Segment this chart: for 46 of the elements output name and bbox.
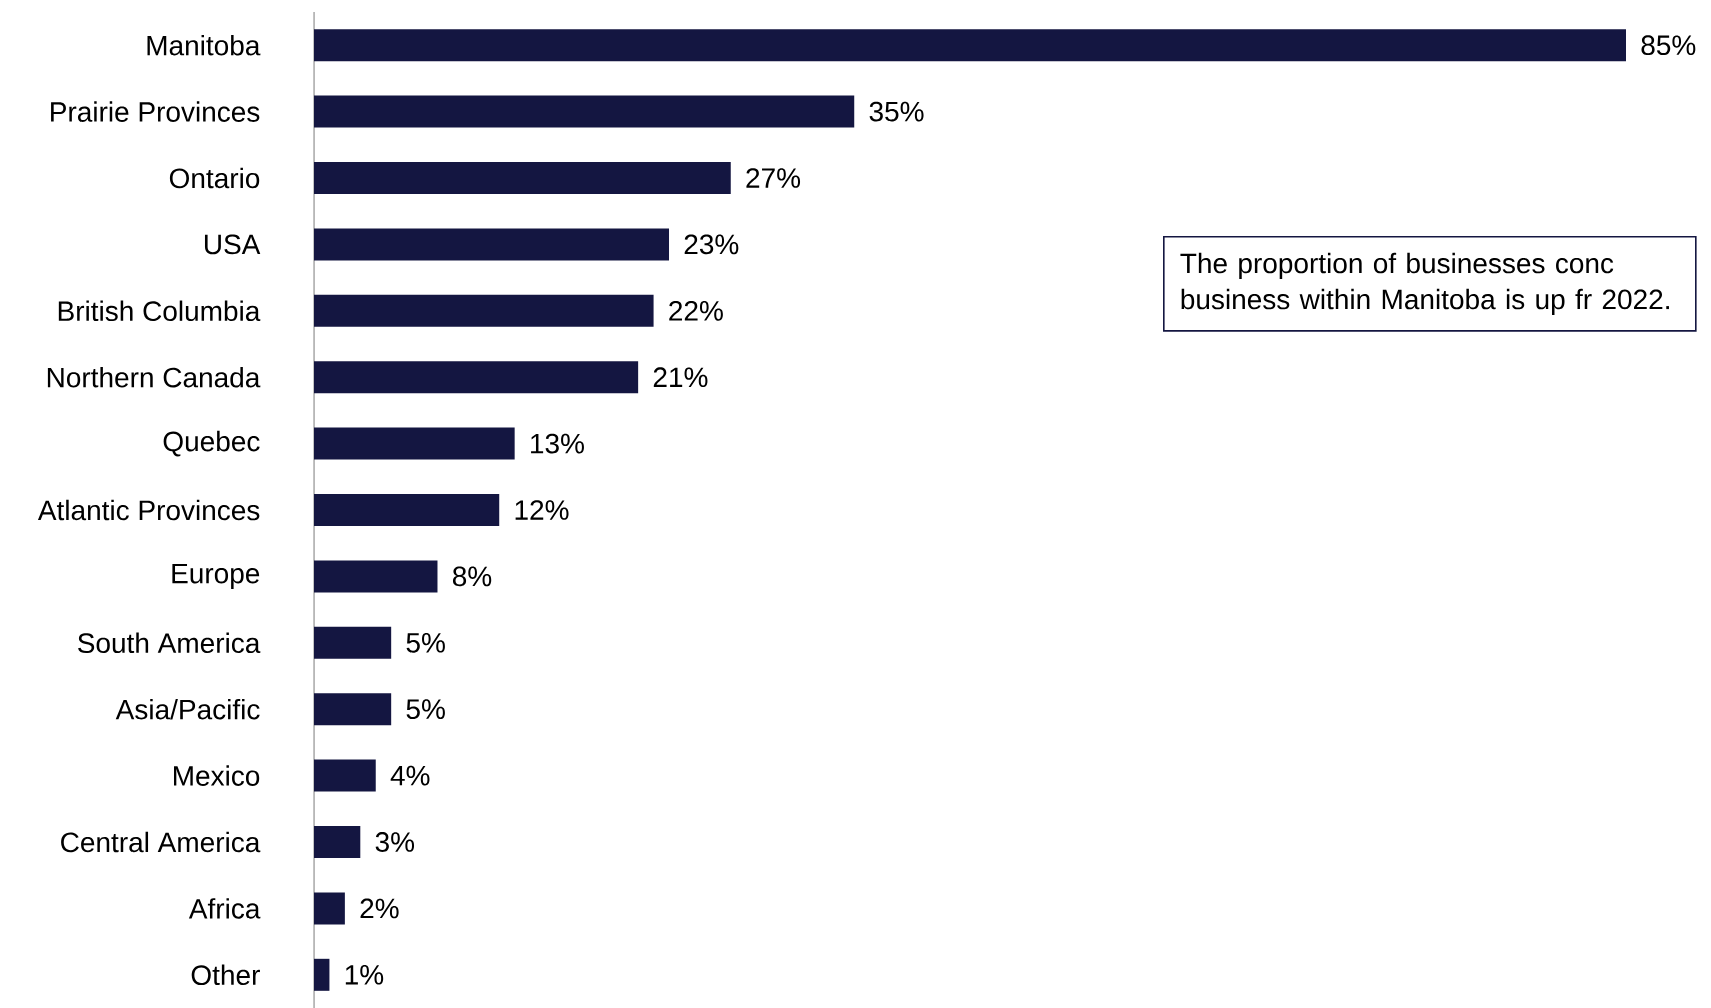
bar <box>314 427 515 460</box>
data-label: 21% <box>653 367 708 388</box>
bar <box>314 826 361 859</box>
y-tick-label: Quebec <box>163 430 260 457</box>
bar <box>314 892 345 925</box>
data-label: 5% <box>406 699 445 720</box>
bar <box>314 560 438 593</box>
y-tick-label: USA <box>204 234 261 255</box>
data-label: 3% <box>375 832 415 852</box>
y-tick-label: Northern Canada <box>47 366 261 388</box>
bar <box>314 626 392 659</box>
y-tick-label: Central America <box>61 831 261 853</box>
y-tick-label: Europe <box>172 563 260 589</box>
bar <box>314 693 392 726</box>
bar <box>314 494 500 527</box>
y-tick-label: British Columbia <box>58 300 261 322</box>
y-tick-label: Mexico <box>174 765 260 786</box>
data-label: 35% <box>869 101 924 122</box>
bar <box>314 95 855 128</box>
data-label: 4% <box>390 765 430 786</box>
bar <box>314 29 1626 62</box>
bar <box>314 361 639 394</box>
data-label: 1% <box>345 965 384 985</box>
data-label: 12% <box>515 500 569 520</box>
data-label: 2% <box>360 898 399 919</box>
bar <box>314 958 330 991</box>
y-tick-label: Other <box>191 964 260 986</box>
data-label: 8% <box>452 566 492 587</box>
bar <box>314 162 731 194</box>
data-label: 27% <box>746 168 801 188</box>
y-tick-label: Prairie Provinces <box>51 101 260 122</box>
y-tick-label: Atlantic Provinces <box>37 499 260 521</box>
y-tick-label: Ontario <box>169 167 260 189</box>
annotation: The proportion of businesses conc business within Manitoba is up fr 2022. <box>1180 252 1669 315</box>
y-tick-label: Manitoba <box>147 34 261 56</box>
bar <box>314 294 654 327</box>
y-tick-label: South America <box>78 632 261 654</box>
data-label: 23% <box>684 234 739 255</box>
data-label: 13% <box>531 433 584 454</box>
bar <box>314 759 376 792</box>
data-label: 22% <box>669 300 723 321</box>
data-label: 5% <box>406 632 445 653</box>
y-tick-label: Asia/Pacific <box>115 698 260 720</box>
data-label: 85% <box>1641 35 1696 56</box>
bar <box>314 228 670 261</box>
y-tick-label: Africa <box>188 898 261 919</box>
